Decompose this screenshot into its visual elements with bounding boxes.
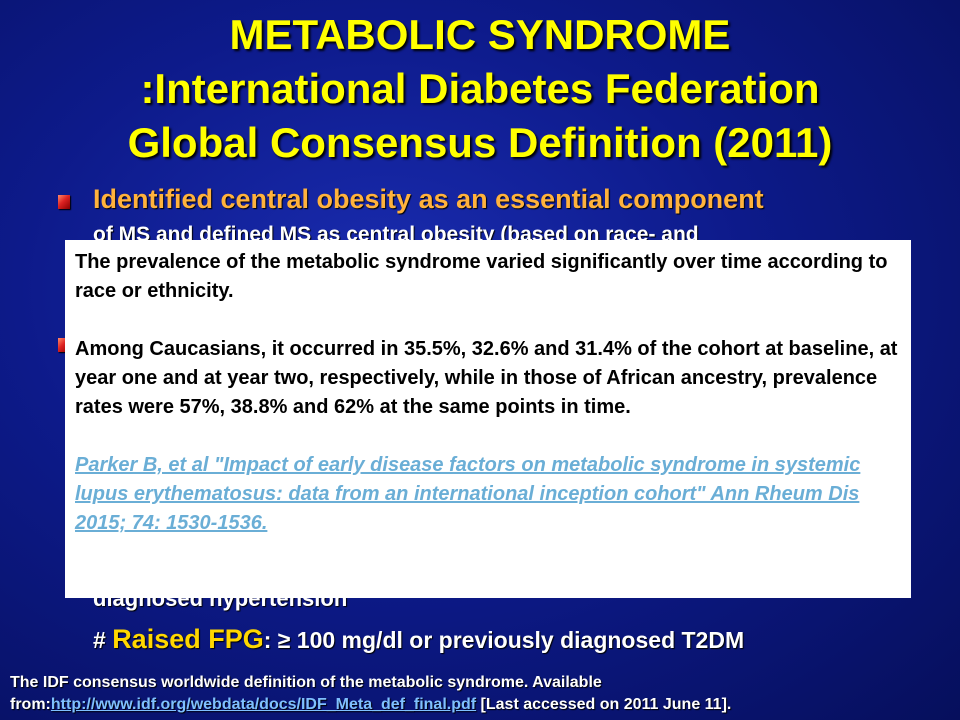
fpg-rest: : ≥ 100 mg/dl or previously diagnosed T2… (263, 627, 745, 653)
popup-paragraph-2: Among Caucasians, it occurred in 35.5%, … (75, 338, 898, 418)
title-line-1: METABOLIC SYNDROME (229, 11, 731, 58)
footer-line-1: The IDF consensus worldwide definition o… (10, 674, 602, 691)
bullet-icon (58, 195, 70, 209)
footer-suffix: [Last accessed on 2011 June 11]. (476, 696, 732, 713)
fpg-criterion: # Raised FPG: ≥ 100 mg/dl or previously … (93, 624, 744, 655)
footer-citation: The IDF consensus worldwide definition o… (10, 672, 731, 716)
annotation-popup: The prevalence of the metabolic syndrome… (65, 240, 911, 598)
title-line-3: Global Consensus Definition (2011) (127, 119, 833, 166)
reference-link[interactable]: Parker B, et al "Impact of early disease… (75, 454, 861, 534)
footer-line-2: from:http://www.idf.org/webdata/docs/IDF… (10, 694, 731, 716)
title-line-2: :International Diabetes Federation (140, 65, 820, 112)
footer-link[interactable]: http://www.idf.org/webdata/docs/IDF_Meta… (50, 696, 477, 713)
fpg-label: Raised FPG (112, 624, 264, 654)
footer-prefix: from: (10, 696, 51, 713)
popup-paragraph-1: The prevalence of the metabolic syndrome… (75, 251, 888, 302)
slide-title: METABOLIC SYNDROME :International Diabet… (0, 8, 960, 170)
bullet-1-line-1: Identified central obesity as an essenti… (93, 184, 764, 214)
fpg-prefix: # (93, 627, 113, 653)
